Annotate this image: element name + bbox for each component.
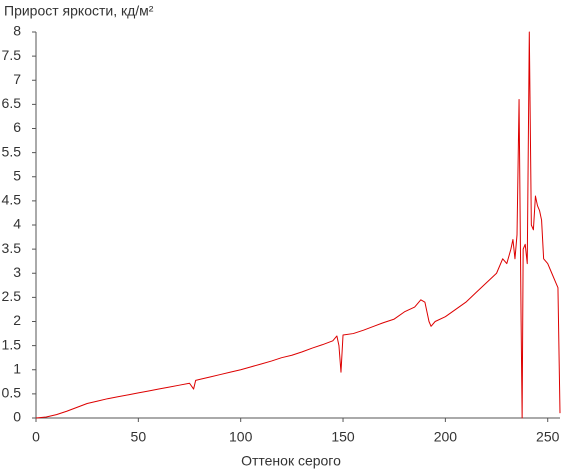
y-tick-label: 5.5 [2,143,22,159]
y-tick-label: 7 [13,71,21,87]
y-tick-label: 3 [13,264,21,280]
y-tick-label: 4 [13,216,21,232]
y-tick-label: 8 [13,23,21,39]
y-tick-label: 6 [13,119,21,135]
x-tick-label: 250 [536,429,560,445]
y-tick-label: 1.5 [2,336,22,352]
x-tick-label: 0 [32,429,40,445]
y-tick-label: 2.5 [2,288,22,304]
x-tick-label: 150 [331,429,355,445]
y-tick-label: 6.5 [2,95,22,111]
x-axis-label: Оттенок серого [241,453,341,469]
y-tick-label: 7.5 [2,47,22,63]
x-tick-label: 200 [434,429,458,445]
y-tick-label: 4.5 [2,192,22,208]
x-tick-label: 100 [229,429,253,445]
y-tick-label: 3.5 [2,240,22,256]
chart-title: Прирост яркости, кд/м² [4,3,154,19]
x-tick-label: 50 [131,429,147,445]
y-tick-label: 1 [13,360,21,376]
data-line [35,31,561,419]
y-tick-label: 0.5 [2,385,22,401]
y-tick-label: 5 [13,167,21,183]
y-tick-label: 0 [13,409,21,425]
y-tick-label: 2 [13,312,21,328]
